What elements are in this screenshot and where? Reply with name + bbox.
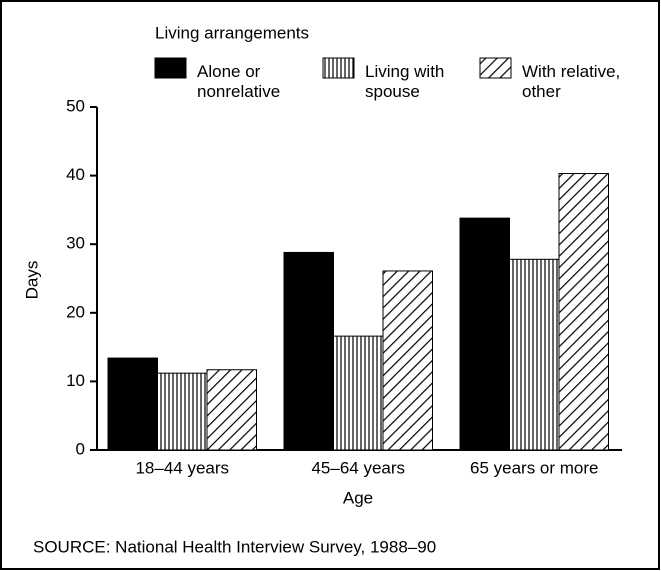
x-tick-label: 65 years or more [470, 458, 599, 477]
legend-label: Alone or nonrelative [197, 62, 281, 101]
bar [509, 258, 560, 451]
bar [206, 369, 257, 451]
bar [333, 335, 384, 451]
legend-swatch [154, 57, 187, 79]
bar [283, 251, 334, 451]
y-axis-title: Days [22, 261, 41, 300]
x-tick-label: 45–64 years [311, 458, 405, 477]
y-tick-label: 20 [66, 302, 85, 321]
legend-label: With relative, other [522, 62, 621, 101]
legend-label: Living with spouse [365, 62, 445, 101]
legend-title: Living arrangements [155, 23, 309, 42]
y-tick-label: 40 [66, 165, 85, 184]
y-tick-label: 10 [66, 371, 85, 390]
bar [459, 217, 510, 451]
x-axis-title: Age [343, 488, 373, 507]
bar [157, 372, 208, 451]
bar [107, 357, 158, 451]
y-tick-label: 0 [76, 439, 85, 458]
x-tick-label: 18–44 years [135, 458, 229, 477]
y-tick-label: 50 [66, 96, 85, 115]
bar [382, 270, 433, 451]
source: SOURCE: National Health Interview Survey… [33, 537, 436, 556]
legend-swatch [479, 57, 512, 79]
y-tick-label: 30 [66, 234, 85, 253]
bar [558, 173, 609, 451]
legend-swatch [322, 57, 355, 79]
